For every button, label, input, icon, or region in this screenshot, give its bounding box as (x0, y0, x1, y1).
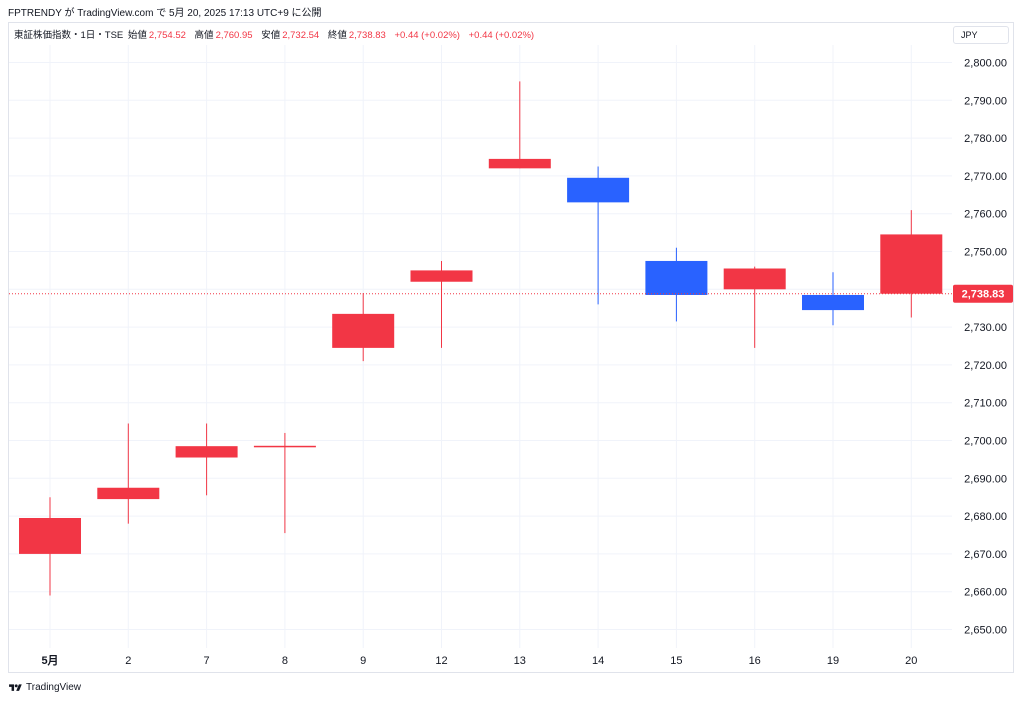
y-tick-label: 2,710.00 (964, 398, 1007, 410)
y-tick-label: 2,800.00 (964, 58, 1007, 70)
low-value: 2,732.54 (282, 30, 320, 41)
high-label: 高値 (194, 30, 214, 41)
close-label: 終値 (327, 30, 347, 41)
x-tick-label: 19 (827, 655, 839, 667)
candle-body[interactable] (332, 313, 395, 348)
y-tick-label: 2,720.00 (964, 360, 1007, 372)
change-value-secondary: +0.44 (+0.02%) (468, 30, 535, 41)
change-value: +0.44 (+0.02%) (394, 30, 460, 41)
x-tick-label: 16 (749, 655, 761, 667)
currency-badge[interactable]: JPY (953, 26, 1009, 44)
last-price-label: 2,738.83 (962, 289, 1005, 301)
candle-body[interactable] (567, 177, 630, 203)
y-tick-label: 2,700.00 (964, 436, 1007, 448)
low-label: 安値 (261, 30, 281, 41)
open-value: 2,754.52 (148, 30, 186, 41)
y-tick-label: 2,770.00 (964, 171, 1007, 183)
candle-body[interactable] (410, 270, 473, 282)
y-tick-label: 2,730.00 (964, 322, 1007, 334)
x-tick-label: 2 (125, 655, 131, 667)
tradingview-footer[interactable]: TradingView (8, 682, 81, 693)
y-tick-label: 2,790.00 (964, 95, 1007, 107)
y-tick-label: 2,680.00 (964, 511, 1007, 523)
y-tick-label: 2,690.00 (964, 473, 1007, 485)
symbol-label[interactable]: 東証株価指数・1日・TSE (14, 30, 124, 41)
candle-body[interactable] (880, 234, 943, 294)
close-value: 2,738.83 (348, 30, 386, 41)
x-tick-label: 20 (905, 655, 917, 667)
y-tick-label: 2,650.00 (964, 625, 1007, 637)
candle-body[interactable] (253, 445, 316, 448)
ohlc-legend: 東証株価指数・1日・TSE 始値 2,754.52 高値 2,760.95 安値 2,… (14, 27, 540, 41)
candle-body[interactable] (97, 487, 160, 500)
y-tick-label: 2,750.00 (964, 247, 1007, 259)
candle-body[interactable] (645, 260, 708, 295)
candle-body[interactable] (19, 517, 81, 554)
x-tick-label: 5月 (41, 654, 58, 667)
tradingview-logo-icon (9, 683, 22, 691)
candle-body[interactable] (802, 294, 864, 311)
x-tick-label: 14 (592, 655, 604, 667)
last-price-badge (953, 284, 1013, 303)
open-label: 始値 (127, 30, 147, 41)
x-tick-label: 13 (514, 655, 526, 667)
y-tick-label: 2,670.00 (964, 549, 1007, 561)
tradingview-brand-label: TradingView (26, 682, 82, 693)
candle-body[interactable] (723, 268, 786, 290)
x-tick-label: 8 (282, 655, 288, 667)
x-tick-label: 9 (360, 655, 366, 667)
x-tick-label: 12 (435, 655, 447, 667)
y-tick-label: 2,760.00 (964, 209, 1007, 221)
y-tick-label: 2,780.00 (964, 133, 1007, 145)
chart-frame (8, 22, 1014, 673)
candle-body[interactable] (175, 446, 238, 458)
candle-body[interactable] (488, 158, 551, 169)
publisher-header: FPTRENDY が TradingView.com で 5月 20, 2025… (8, 8, 322, 19)
high-value: 2,760.95 (215, 30, 253, 41)
x-tick-label: 7 (204, 655, 210, 667)
y-tick-label: 2,660.00 (964, 587, 1007, 599)
x-tick-label: 15 (670, 655, 682, 667)
